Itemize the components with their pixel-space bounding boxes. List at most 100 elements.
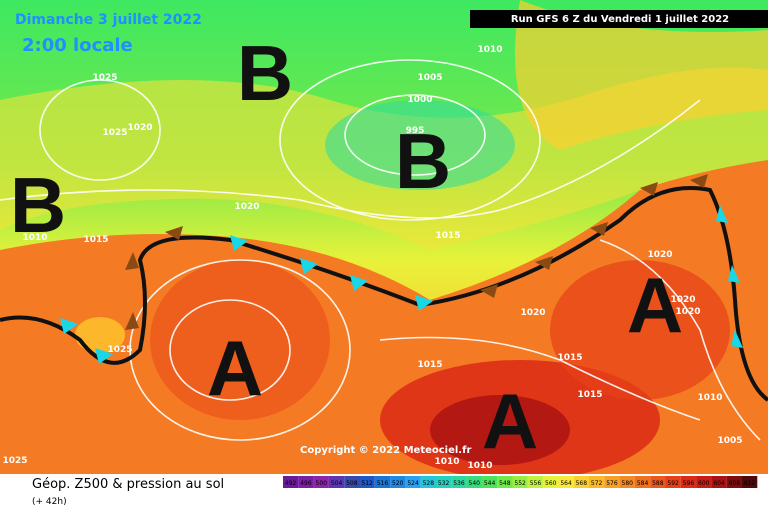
scale-swatch (589, 476, 605, 488)
scale-label: 556 (530, 480, 542, 487)
scale-swatch (711, 476, 727, 488)
pressure-system: A (627, 261, 683, 349)
scale-swatch (696, 476, 712, 488)
isobar-label: 1020 (520, 308, 545, 318)
scale-label: 560 (545, 480, 557, 487)
high-core (430, 395, 570, 465)
high-area (150, 260, 330, 420)
scale-swatch (604, 476, 620, 488)
scale-swatch (390, 476, 406, 488)
high-area (550, 260, 730, 400)
scale-swatch (634, 476, 651, 488)
scale-label: 532 (438, 480, 450, 487)
warm-pocket (75, 317, 125, 353)
run-info: Run GFS 6 Z du Vendredi 1 juillet 2022 (511, 14, 729, 25)
isobar-label: 1010 (434, 457, 459, 467)
scale-swatch (466, 476, 482, 488)
scale-label: 584 (637, 480, 649, 487)
isobar-label: 1010 (477, 45, 502, 55)
isobar-label: 1020 (234, 202, 259, 212)
scale-swatch (665, 476, 681, 488)
scale-swatch (558, 476, 574, 488)
scale-swatch (497, 476, 513, 488)
isobar-label: 1025 (2, 456, 27, 466)
scale-swatch (328, 476, 345, 488)
scale-label: 568 (576, 480, 588, 487)
scale-label: 512 (361, 480, 373, 487)
local-time: 2:00 locale (22, 35, 133, 56)
scale-label: 548 (499, 480, 511, 487)
scale-swatch (359, 476, 375, 488)
scale-swatch (650, 476, 666, 488)
scale-label: 588 (652, 480, 664, 487)
isobar-label: 1000 (407, 95, 432, 105)
scale-swatch (543, 476, 559, 488)
scale-label: 544 (484, 480, 496, 487)
isobar-label: 1010 (467, 461, 492, 471)
scale-label: 492 (285, 480, 297, 487)
isobar-label: 1005 (717, 436, 742, 446)
scale-label: 516 (377, 480, 389, 487)
pressure-system: A (207, 324, 263, 412)
scale-label: 528 (423, 480, 435, 487)
scale-label: 600 (698, 480, 710, 487)
isobar-label: 1025 (102, 128, 127, 138)
isobar-label: 1015 (577, 390, 602, 400)
pressure-system: B (10, 161, 66, 249)
isobar-label: 1020 (670, 295, 695, 305)
scale-swatch (420, 476, 436, 488)
scale-swatch (619, 476, 635, 488)
isobar-label: 1025 (92, 73, 117, 83)
scale-swatch (283, 476, 299, 488)
scale-swatch (726, 476, 742, 488)
scale-label: 580 (622, 480, 634, 487)
scale-label: 536 (453, 480, 465, 487)
scale-label: 564 (560, 480, 572, 487)
scale-label: 552 (514, 480, 526, 487)
scale-swatch (527, 476, 544, 488)
scale-label: 508 (346, 480, 358, 487)
isobar-label: 1020 (675, 307, 700, 317)
footer-lead: (+ 42h) (32, 497, 67, 507)
isobar-labels: 1010 1025 1005 1000 1025 1020 995 1020 1010 1015 1… (2, 45, 742, 471)
isobar-label: 1025 (107, 345, 132, 355)
isobar-label: 1015 (83, 235, 108, 245)
scale-label: 592 (667, 480, 679, 487)
scale-label: 524 (407, 480, 419, 487)
scale-swatch (313, 476, 329, 488)
scale-swatch (298, 476, 314, 488)
isobar-label: 1015 (435, 231, 460, 241)
scale-swatch (436, 476, 452, 488)
scale-swatch (481, 476, 498, 488)
footer-title: Géop. Z500 & pression au sol (32, 477, 224, 492)
run-banner (470, 10, 768, 28)
isobars (0, 59, 761, 441)
scale-swatch (573, 476, 589, 488)
date: Dimanche 3 juillet 2022 (15, 12, 202, 28)
color-scale: 492 496 500 504 508 512 516 520 524 528 532 536 540 5… (283, 476, 758, 488)
scale-label: 608 (729, 480, 741, 487)
pressure-system: B (237, 29, 293, 117)
copyright: Copyright © 2022 Meteociel.fr (300, 445, 471, 456)
scale-label: 572 (591, 480, 603, 487)
pressure-system: B (395, 117, 451, 205)
scale-label: 504 (331, 480, 343, 487)
isobar-label: 1015 (417, 360, 442, 370)
scale-label: 576 (606, 480, 618, 487)
scale-label: 612 (744, 480, 756, 487)
pressure-systems: B B B A A A (10, 29, 683, 465)
isobar-label: 995 (406, 126, 425, 136)
isobar-label: 1005 (417, 73, 442, 83)
yellow-area (515, 0, 768, 150)
scale-swatch (344, 476, 360, 488)
isobar-label: 1010 (697, 393, 722, 403)
scale-label: 596 (683, 480, 695, 487)
scale-swatch (374, 476, 391, 488)
scale-swatch (405, 476, 421, 488)
pressure-system: A (482, 377, 538, 465)
isobar-label: 1015 (557, 353, 582, 363)
scale-label: 604 (713, 480, 725, 487)
front (0, 186, 768, 402)
scale-swatch (512, 476, 528, 488)
